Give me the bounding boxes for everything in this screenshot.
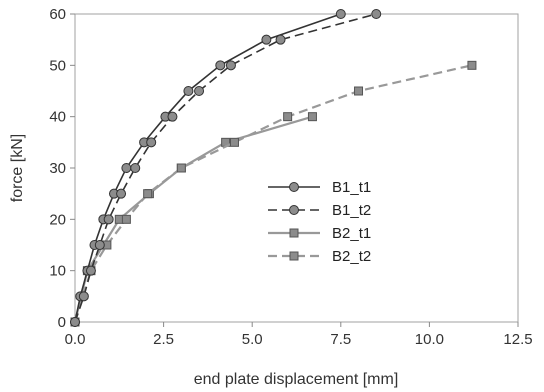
y-tick-label: 40: [49, 109, 66, 126]
data-point: [215, 60, 226, 71]
x-tick-label: 7.5: [330, 331, 351, 348]
data-point: [371, 9, 382, 19]
series-layer: [70, 9, 477, 327]
data-point: [194, 86, 205, 96]
x-tick-label: 12.5: [503, 331, 532, 348]
data-point: [335, 9, 346, 19]
data-point: [130, 163, 141, 173]
data-point: [275, 34, 286, 45]
legend-marker: [289, 182, 299, 192]
plot-frame: [74, 13, 519, 323]
x-tick-label: 2.5: [153, 331, 174, 348]
data-point: [85, 265, 96, 276]
series-b1-t2: [70, 9, 382, 327]
data-point: [225, 60, 236, 71]
x-tick-label: 5.0: [242, 331, 263, 348]
data-point: [354, 86, 364, 96]
x-axis-title: end plate displacement [mm]: [194, 371, 399, 388]
x-tick-label: 10.0: [415, 331, 444, 348]
data-point: [103, 214, 114, 225]
series-line: [73, 64, 473, 323]
series-b2-t2: [70, 60, 477, 327]
legend-label: B2_t1: [332, 225, 371, 242]
data-point: [167, 111, 178, 122]
legend-label: B1_t1: [332, 179, 371, 196]
legend-marker: [289, 228, 299, 238]
data-point: [78, 291, 89, 302]
legend-marker: [289, 251, 299, 261]
data-point: [146, 137, 157, 148]
y-axis-title: force [kN]: [9, 134, 26, 202]
data-point: [176, 163, 186, 173]
y-tick-label: 10: [49, 263, 66, 280]
x-axis-ticks: 0.0 2.5 5.0 7.5 10.0 12.5: [65, 322, 533, 348]
series-b1-t1: [70, 9, 346, 327]
data-point: [121, 214, 131, 224]
data-point: [94, 240, 105, 250]
y-axis-ticks: 0 10 20 30 40 50 60: [49, 6, 75, 331]
data-point: [121, 163, 132, 173]
legend-label: B1_t2: [332, 202, 371, 219]
y-tick-label: 0: [58, 314, 66, 331]
data-point: [307, 112, 317, 122]
data-point: [116, 188, 127, 199]
x-tick-label: 0.0: [65, 331, 86, 348]
data-point: [183, 86, 194, 96]
data-point: [70, 317, 80, 327]
series-line: [74, 13, 342, 323]
y-tick-label: 30: [49, 160, 66, 177]
y-tick-label: 50: [49, 57, 66, 74]
series-line: [74, 13, 377, 323]
y-tick-label: 60: [49, 6, 66, 23]
data-point: [467, 60, 477, 70]
data-point: [143, 189, 153, 199]
legend: B1_t1 B1_t2 B2_t1 B2_t2: [268, 179, 371, 265]
data-point: [229, 137, 239, 147]
data-point: [261, 34, 272, 45]
legend-label: B2_t2: [332, 248, 371, 265]
y-tick-label: 20: [49, 211, 66, 228]
data-point: [283, 112, 293, 122]
legend-marker: [289, 205, 299, 215]
